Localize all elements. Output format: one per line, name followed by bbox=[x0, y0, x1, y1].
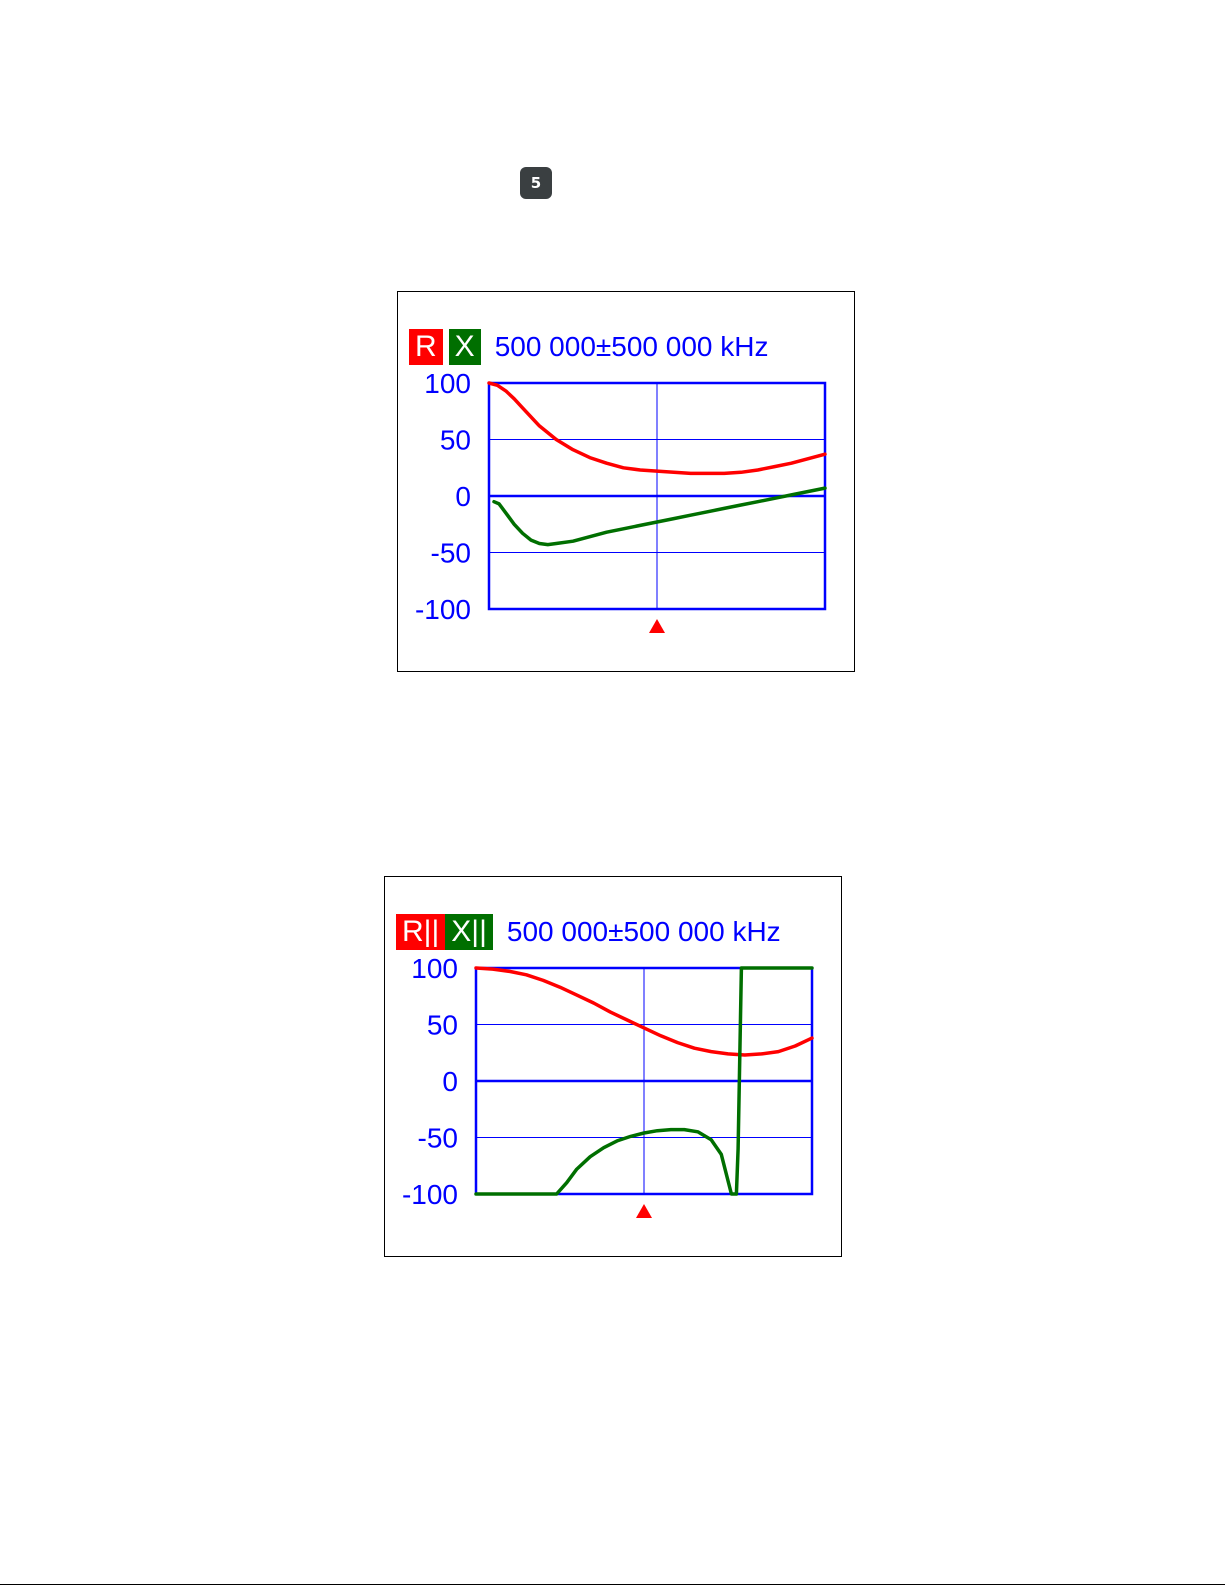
r-parallel-series-label: R|| bbox=[396, 914, 446, 950]
y-tick-label: 0 bbox=[455, 481, 471, 512]
y-tick-label: -100 bbox=[415, 594, 471, 625]
plot-frame bbox=[487, 381, 827, 611]
r-series-line bbox=[474, 966, 814, 1057]
analyzer-screen-rx: R X 500 000±500 000 kHz 100 50 0 -50 -100 bbox=[397, 291, 855, 672]
r-series-label: R bbox=[409, 329, 443, 365]
key-5-badge: 5 bbox=[520, 167, 552, 199]
x-series-line bbox=[474, 966, 814, 1196]
r-series-line bbox=[487, 381, 827, 476]
y-tick-label: -50 bbox=[418, 1123, 458, 1154]
chart-header: R|| X|| 500 000±500 000 kHz bbox=[396, 914, 781, 950]
y-tick-label: 100 bbox=[424, 368, 471, 399]
center-marker-icon bbox=[649, 619, 665, 633]
parallel-rx-plot: 100 50 0 -50 -100 bbox=[402, 953, 814, 1218]
y-tick-label: 50 bbox=[440, 425, 471, 456]
x-series-label: X bbox=[448, 329, 481, 365]
x-series-line bbox=[492, 486, 827, 547]
y-tick-label: 100 bbox=[411, 953, 458, 984]
y-tick-label: 0 bbox=[442, 1066, 458, 1097]
chart-header: R X 500 000±500 000 kHz bbox=[409, 329, 768, 365]
x-parallel-series-label: X|| bbox=[445, 914, 493, 950]
plot-frame bbox=[474, 966, 814, 1196]
y-tick-label: 50 bbox=[427, 1010, 458, 1041]
center-marker-icon bbox=[636, 1204, 652, 1218]
rx-plot: 100 50 0 -50 -100 bbox=[415, 368, 827, 633]
y-tick-label: -100 bbox=[402, 1179, 458, 1210]
analyzer-screen-parallel-rx: R|| X|| 500 000±500 000 kHz 100 50 0 -50 -10… bbox=[384, 876, 842, 1257]
y-tick-label: -50 bbox=[431, 538, 471, 569]
frequency-range-label: 500 000±500 000 kHz bbox=[506, 916, 781, 947]
frequency-range-label: 500 000±500 000 kHz bbox=[494, 331, 769, 362]
